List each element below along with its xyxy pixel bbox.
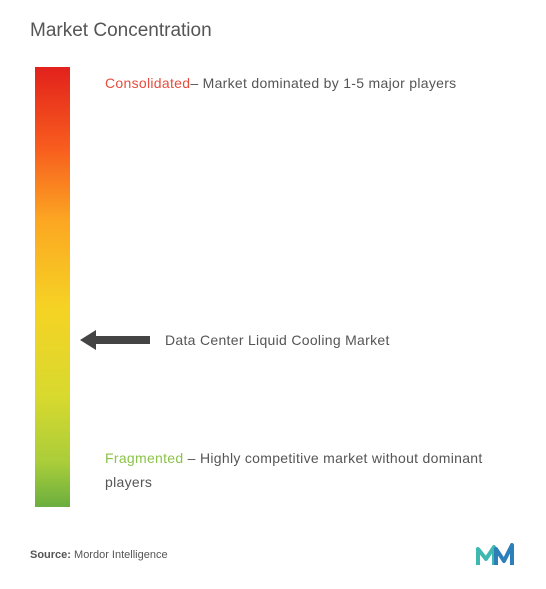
- market-name-label: Data Center Liquid Cooling Market: [165, 332, 390, 348]
- fragmented-description: Fragmented – Highly competitive market w…: [105, 447, 496, 495]
- concentration-chart: Consolidated– Market dominated by 1-5 ma…: [30, 67, 516, 517]
- source-label: Source:: [30, 549, 71, 561]
- consolidated-desc-text: – Market dominated by 1-5 major players: [190, 75, 456, 91]
- fragmented-label: Fragmented: [105, 450, 183, 466]
- consolidated-description: Consolidated– Market dominated by 1-5 ma…: [105, 72, 496, 96]
- gradient-scale-bar: [35, 67, 70, 507]
- consolidated-label: Consolidated: [105, 75, 190, 91]
- source-attribution: Source: Mordor Intelligence: [30, 549, 168, 561]
- mordor-logo-icon: [476, 543, 516, 567]
- footer: Source: Mordor Intelligence: [30, 543, 516, 567]
- arrow-left-icon: [80, 333, 150, 347]
- page-title: Market Concentration: [30, 20, 516, 42]
- market-position-marker: Data Center Liquid Cooling Market: [80, 332, 390, 348]
- source-value: Mordor Intelligence: [71, 549, 168, 561]
